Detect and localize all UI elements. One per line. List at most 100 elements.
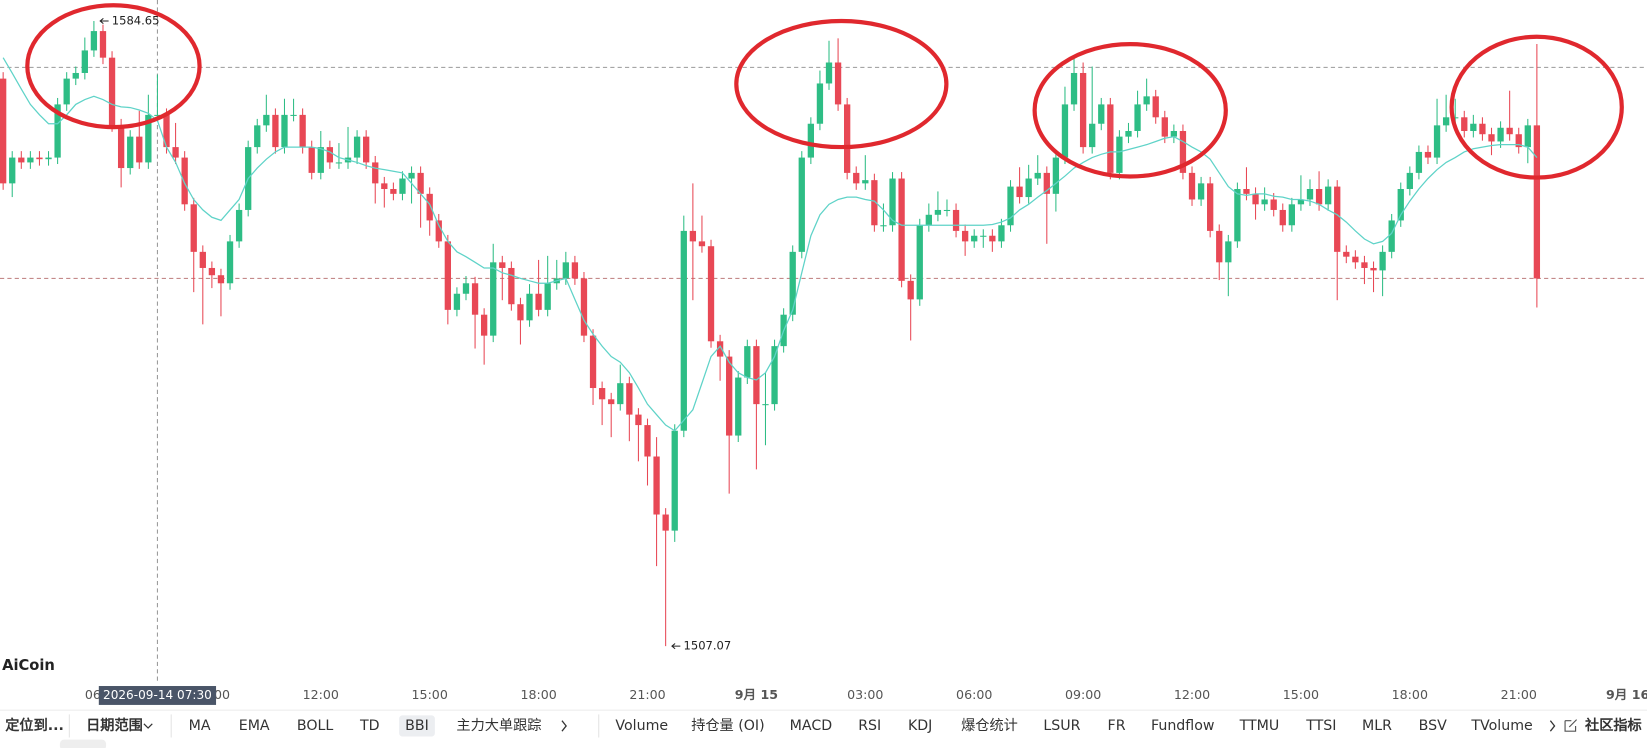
candle-body — [480, 314, 488, 336]
indicator-tab[interactable]: TD — [359, 718, 380, 734]
candle-body — [172, 147, 179, 158]
candle-body — [90, 31, 98, 51]
candle-body — [308, 147, 315, 173]
indicator-tab[interactable]: BOLL — [297, 718, 334, 734]
toolbar: 定位到... 日期范围 MA EMA BOLL TD BBI 主力大单跟踪 Volume 持… — [5, 714, 1642, 748]
indicator-tab[interactable]: TTMU — [1239, 718, 1280, 734]
extreme-arrow — [99, 17, 109, 25]
high-label: 1584.65 — [112, 14, 160, 28]
candle-body — [208, 267, 216, 276]
crosshair-label: 2026-09-14 07:30 — [103, 688, 212, 702]
candle-body — [499, 262, 506, 268]
candle-body — [1016, 186, 1023, 198]
candle-body — [1170, 130, 1178, 137]
x-tick-label: 18:00 — [520, 687, 556, 702]
candle-body — [1179, 130, 1187, 173]
candle-body — [871, 180, 878, 226]
candle-body — [1515, 134, 1522, 148]
candle-body — [1479, 123, 1486, 135]
candle-body — [1125, 130, 1132, 137]
candle-body — [444, 241, 451, 310]
candle-body — [63, 78, 70, 105]
candle-body — [426, 193, 433, 221]
candle-body — [18, 157, 25, 163]
candle-body — [36, 157, 43, 160]
candle-body — [490, 262, 497, 336]
crosshair-label-bg — [98, 686, 217, 705]
edit-icon[interactable] — [1564, 719, 1578, 732]
candle-body — [998, 225, 1005, 242]
candle-body — [961, 230, 969, 242]
candle-body — [526, 293, 533, 321]
candle-body — [1370, 267, 1377, 271]
low-label: 1507.07 — [684, 639, 732, 653]
candle-body — [462, 283, 470, 294]
indicator-tab[interactable]: RSI — [858, 718, 881, 734]
candle-body — [0, 78, 7, 184]
candle-body — [317, 147, 324, 173]
candle-body — [671, 430, 678, 531]
candle-body — [1288, 204, 1295, 226]
indicator-tab[interactable]: MA — [189, 718, 211, 734]
date-range-button[interactable]: 日期范围 — [86, 717, 143, 734]
candle-body — [1143, 96, 1150, 105]
candle-body — [1261, 199, 1268, 205]
scroll-right-icon[interactable] — [1549, 720, 1556, 732]
candle-body — [335, 162, 343, 164]
candle-body — [1452, 117, 1459, 119]
community-indicators[interactable]: 社区指标 — [1584, 717, 1642, 734]
candle-body — [753, 346, 760, 405]
candle-body — [1052, 157, 1060, 194]
indicator-tab[interactable]: FR — [1108, 718, 1126, 734]
locate-button[interactable]: 定位到... — [5, 717, 64, 734]
indicator-tab[interactable]: Fundflow — [1151, 718, 1215, 734]
candle-body — [853, 172, 860, 184]
candle-body — [136, 136, 143, 163]
indicator-tab[interactable]: KDJ — [908, 718, 932, 734]
indicator-tab[interactable]: BSV — [1419, 718, 1447, 734]
candle-body — [154, 114, 161, 116]
indicator-tab[interactable]: 持仓量 (OI) — [691, 718, 764, 734]
x-tick-label: 15:00 — [1283, 687, 1319, 702]
candle-body — [1470, 123, 1477, 131]
indicator-tab[interactable]: Volume — [615, 718, 668, 734]
x-tick-label: 03:00 — [847, 687, 883, 702]
candle-body — [571, 262, 579, 279]
candle-body — [1188, 172, 1196, 200]
indicator-tab[interactable]: MLR — [1362, 718, 1392, 734]
candle-body — [1388, 220, 1395, 252]
candle-body — [1107, 104, 1114, 173]
candle-body — [1234, 189, 1241, 242]
candle-body — [127, 136, 134, 169]
candle-body — [989, 235, 996, 242]
candle-body — [1043, 172, 1050, 194]
candle-body — [199, 251, 206, 268]
candle-body — [1007, 186, 1014, 226]
candle-body — [453, 293, 461, 310]
candle-body — [353, 136, 361, 158]
candle-body — [417, 172, 424, 194]
indicator-tab[interactable]: 爆仓统计 — [961, 718, 1018, 734]
circle-annotation — [1032, 42, 1228, 179]
candle-body — [117, 125, 125, 169]
candle-body — [816, 83, 824, 124]
indicator-tab[interactable]: EMA — [239, 718, 270, 734]
candle-body — [1034, 172, 1041, 179]
indicator-tab[interactable]: BBI — [405, 718, 429, 734]
candle-body — [626, 383, 633, 415]
indicator-tab[interactable]: TVolume — [1470, 718, 1532, 734]
candle-body — [1415, 151, 1423, 173]
candle-body — [1216, 230, 1223, 263]
indicator-tab[interactable]: MACD — [790, 718, 833, 734]
indicator-tab[interactable]: 主力大单跟踪 — [456, 718, 541, 734]
indicator-tab[interactable]: TTSI — [1305, 718, 1336, 734]
candle-body — [254, 125, 261, 148]
candle-body — [662, 514, 669, 531]
candle-body — [971, 235, 978, 242]
candle-body — [1334, 186, 1341, 252]
candle-body — [27, 157, 34, 163]
candle-body — [408, 172, 415, 179]
scroll-right-icon[interactable] — [561, 720, 567, 732]
indicator-tab[interactable]: LSUR — [1043, 718, 1080, 734]
